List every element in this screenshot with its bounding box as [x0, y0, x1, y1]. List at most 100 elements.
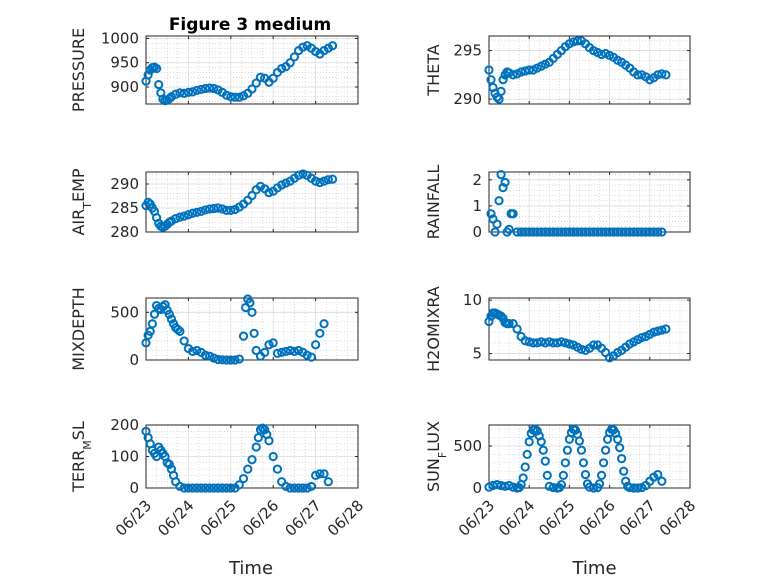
data-point [247, 84, 257, 94]
data-point [205, 83, 215, 93]
subplot-6: 5 10 H2OMIXRA [424, 286, 691, 372]
data-point [238, 331, 249, 341]
data-point [508, 70, 518, 80]
data-point [166, 314, 177, 324]
y-tick-label: 1000 [101, 29, 139, 47]
data-point [498, 75, 508, 85]
data-point [306, 481, 316, 492]
data-point [213, 203, 223, 213]
data-point [285, 345, 295, 356]
data-point [188, 87, 198, 97]
x-axis-label: Time [571, 558, 616, 579]
x-axis-label: Time [228, 558, 273, 579]
data-point [268, 451, 278, 462]
data-point [171, 213, 181, 224]
data-point [221, 205, 232, 215]
data-point [221, 355, 232, 365]
data-point [311, 340, 321, 350]
data-point [653, 469, 663, 480]
subplot-2: 290 295 THETA [424, 35, 691, 108]
y-axis-label: TERRMSL [69, 421, 94, 493]
data-point [173, 324, 183, 335]
data-point [260, 347, 270, 357]
data-point [221, 483, 232, 493]
y-tick-label: 500 [110, 303, 139, 321]
data-point [548, 482, 558, 493]
data-point [574, 436, 585, 446]
data-point [508, 209, 518, 219]
data-point [238, 473, 249, 484]
data-point [540, 456, 550, 466]
data-point [538, 445, 548, 455]
data-point [532, 426, 542, 436]
data-point [143, 70, 153, 80]
chart-title: Figure 3 medium [169, 15, 331, 35]
data-point [319, 469, 329, 479]
data-point [188, 346, 198, 357]
data-point [200, 350, 210, 360]
y-tick-label: 295 [453, 42, 482, 60]
y-axis-label: AIRTEMP [69, 168, 94, 235]
data-point [294, 483, 304, 493]
data-point [171, 89, 181, 99]
data-point [196, 84, 206, 95]
data-point [289, 346, 299, 357]
data-point [179, 336, 189, 346]
data-point [213, 354, 223, 365]
data-point [196, 206, 206, 216]
subplot-1: 900 950 1000 PRESSURE Figure 3 medium [69, 15, 359, 112]
data-point [164, 94, 174, 104]
data-point [649, 327, 659, 337]
data-point [217, 355, 227, 365]
y-tick-label: 290 [110, 175, 139, 193]
data-point [588, 340, 599, 350]
subplot-5: 0 500 MIXDEPTH [69, 287, 359, 371]
y-axis-label: PRESSURE [69, 28, 88, 112]
data-point [661, 324, 671, 334]
y-tick-label: 500 [453, 437, 482, 455]
data-point [544, 481, 554, 491]
data-point [562, 445, 572, 455]
y-tick-label: 100 [110, 448, 139, 466]
data-point [494, 196, 504, 206]
data-point [520, 462, 530, 472]
data-point [272, 464, 283, 474]
data-point [209, 203, 219, 214]
data-point [298, 42, 308, 52]
data-point [230, 92, 240, 102]
data-point [209, 483, 219, 493]
axes-frame [488, 35, 691, 105]
data-point [200, 83, 210, 94]
data-point [621, 476, 631, 486]
data-point [188, 208, 198, 218]
data-point [247, 190, 257, 201]
data-point [323, 175, 333, 185]
y-tick-label: 280 [110, 223, 139, 241]
data-point [500, 177, 510, 188]
data-point [243, 464, 253, 474]
data-point [492, 219, 502, 229]
data-point [179, 88, 189, 98]
data-point [556, 480, 566, 490]
data-point [183, 87, 193, 97]
data-point [183, 483, 193, 493]
data-point [657, 325, 667, 335]
y-tick-label: 0 [129, 479, 139, 497]
data-point [484, 316, 494, 327]
data-point [255, 72, 266, 82]
y-tick-label: 1 [472, 197, 482, 215]
data-point [319, 176, 329, 186]
data-point [556, 337, 566, 347]
data-point [281, 481, 291, 492]
data-point [196, 483, 206, 493]
y-axis-label: MIXDEPTH [69, 287, 88, 370]
data-point [327, 174, 338, 184]
data-point [188, 483, 198, 493]
data-point [657, 227, 667, 237]
data-point [520, 336, 530, 346]
data-point [311, 176, 321, 186]
data-point [260, 425, 270, 435]
data-point [594, 479, 605, 489]
y-tick-label: 285 [110, 199, 139, 217]
